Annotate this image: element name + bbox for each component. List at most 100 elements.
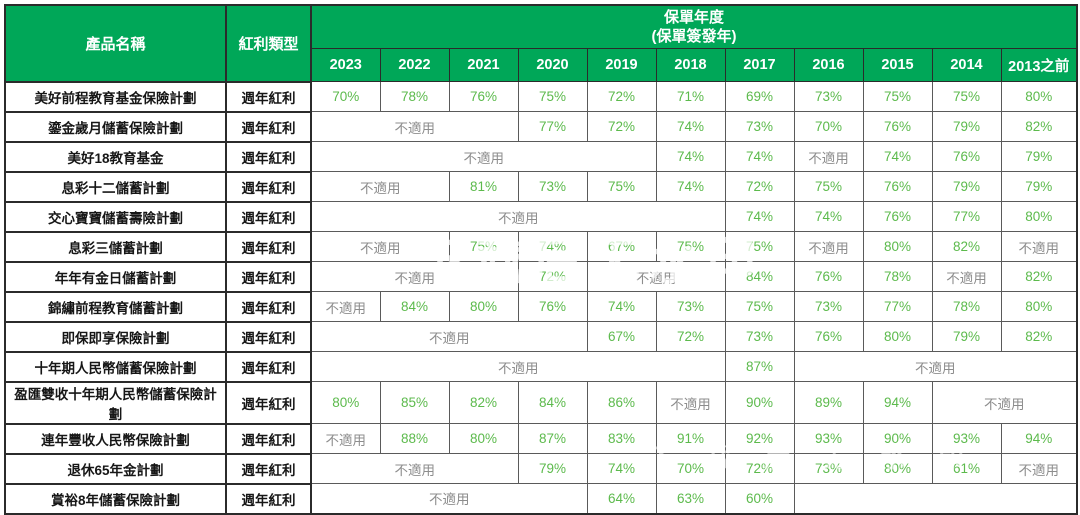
fulfillment-ratio-cell: 76% <box>448 81 519 112</box>
product-name: 退休65年金計劃 <box>4 452 227 485</box>
not-applicable-cell: 不適用 <box>310 483 588 514</box>
fulfillment-ratio-cell: 74% <box>724 201 795 232</box>
fulfillment-ratio-cell: 82% <box>1000 111 1078 142</box>
product-name: 盈匯雙收十年期人民幣儲蓄保險計劃 <box>4 380 227 425</box>
product-name: 十年期人民幣儲蓄保險計劃 <box>4 350 227 383</box>
year-header-2014: 2014 <box>931 48 1002 82</box>
dividend-type: 週年紅利 <box>225 200 312 233</box>
year-header-2021: 2021 <box>448 48 519 82</box>
fulfillment-ratio-cell: 74% <box>655 171 726 202</box>
product-name: 美好18教育基金 <box>4 140 227 173</box>
dividend-type: 週年紅利 <box>225 350 312 383</box>
fulfillment-ratio-cell: 80% <box>310 381 381 424</box>
product-name: 連年豐收人民幣保險計劃 <box>4 422 227 455</box>
fulfillment-ratio-cell: 78% <box>862 261 933 292</box>
fulfillment-ratio-cell: 82% <box>448 381 519 424</box>
fulfillment-ratio-cell: 82% <box>1000 321 1078 352</box>
product-name: 交心寶寶儲蓄壽險計劃 <box>4 200 227 233</box>
fulfillment-ratio-cell: 76% <box>931 141 1002 172</box>
fulfillment-ratio-cell: 80% <box>1000 291 1078 322</box>
fulfillment-ratio-cell: 72% <box>586 81 657 112</box>
not-applicable-cell: 不適用 <box>310 261 519 292</box>
fulfillment-ratio-cell: 93% <box>931 423 1002 454</box>
year-header-2017: 2017 <box>724 48 795 82</box>
not-applicable-cell: 不適用 <box>310 423 381 454</box>
policy-year-subtitle: (保單簽發年) <box>651 28 737 45</box>
table-row: 年年有金日儲蓄計劃 週年紅利 不適用 72% 不適用 84% 76% 78% 不適用 82% <box>4 260 1078 293</box>
fulfillment-ratio-cell: 81% <box>448 171 519 202</box>
fulfillment-ratio-cell: 76% <box>862 111 933 142</box>
not-applicable-cell: 不適用 <box>310 111 519 142</box>
dividend-fulfillment-table: 產品名稱 紅利類型 保單年度 (保單簽發年) 2023 2022 2021 2020 2… <box>4 4 1079 515</box>
dividend-type: 週年紅利 <box>225 260 312 293</box>
fulfillment-ratio-cell: 80% <box>862 453 933 484</box>
fulfillment-ratio-cell: 74% <box>655 111 726 142</box>
not-applicable-cell: 不適用 <box>655 381 726 424</box>
fulfillment-ratio-cell: 71% <box>655 81 726 112</box>
not-applicable-cell: 不適用 <box>310 171 450 202</box>
not-applicable-cell: 不適用 <box>931 261 1002 292</box>
fulfillment-ratio-cell: 73% <box>724 111 795 142</box>
fulfillment-ratio-cell: 74% <box>793 201 864 232</box>
fulfillment-ratio-cell: 88% <box>379 423 450 454</box>
fulfillment-ratio-cell: 84% <box>379 291 450 322</box>
table-body: 美好前程教育基金保險計劃 週年紅利 70% 78% 76% 75% 72% 71% 69% 73%… <box>4 80 1078 515</box>
fulfillment-ratio-cell: 76% <box>862 171 933 202</box>
fulfillment-ratio-cell: 77% <box>931 201 1002 232</box>
fulfillment-ratio-cell: 75% <box>517 81 588 112</box>
fulfillment-ratio-cell: 90% <box>724 381 795 424</box>
fulfillment-ratio-cell: 73% <box>517 171 588 202</box>
fulfillment-ratio-cell: 80% <box>862 231 933 262</box>
dividend-type: 週年紅利 <box>225 380 312 425</box>
fulfillment-ratio-cell: 73% <box>793 453 864 484</box>
year-header-2019: 2019 <box>586 48 657 82</box>
not-applicable-cell: 不適用 <box>793 231 864 262</box>
fulfillment-ratio-cell: 78% <box>931 291 1002 322</box>
fulfillment-ratio-cell: 80% <box>448 423 519 454</box>
fulfillment-ratio-cell: 84% <box>517 381 588 424</box>
product-name: 賞裕8年儲蓄保險計劃 <box>4 482 227 515</box>
fulfillment-ratio-cell: 93% <box>793 423 864 454</box>
fulfillment-ratio-cell: 82% <box>1000 261 1078 292</box>
fulfillment-ratio-cell: 75% <box>655 231 726 262</box>
fulfillment-ratio-cell: 73% <box>793 81 864 112</box>
fulfillment-ratio-cell: 87% <box>724 351 795 382</box>
dividend-type: 週年紅利 <box>225 482 312 515</box>
not-applicable-cell: 不適用 <box>793 141 864 172</box>
fulfillment-ratio-cell: 75% <box>586 171 657 202</box>
fulfillment-ratio-cell: 86% <box>586 381 657 424</box>
fulfillment-ratio-cell: 79% <box>1000 141 1078 172</box>
fulfillment-ratio-cell: 89% <box>793 381 864 424</box>
fulfillment-ratio-cell: 74% <box>586 291 657 322</box>
fulfillment-ratio-cell: 74% <box>517 231 588 262</box>
product-name: 鎏金歲月儲蓄保險計劃 <box>4 110 227 143</box>
table-row: 息彩十二儲蓄計劃 週年紅利 不適用 81% 73% 75% 74% 72% 75% 76% 79% 7… <box>4 170 1078 203</box>
table-header: 產品名稱 紅利類型 保單年度 (保單簽發年) 2023 2022 2021 2020 2… <box>4 4 1078 83</box>
not-applicable-cell: 不適用 <box>793 351 1078 382</box>
dividend-type: 週年紅利 <box>225 170 312 203</box>
fulfillment-ratio-cell: 87% <box>517 423 588 454</box>
dividend-type: 週年紅利 <box>225 140 312 173</box>
table-row: 退休65年金計劃 週年紅利 不適用 79% 74% 70% 72% 73% 80% 61% 不適用 <box>4 452 1078 485</box>
fulfillment-ratio-cell: 79% <box>1000 171 1078 202</box>
dividend-type: 週年紅利 <box>225 290 312 323</box>
fulfillment-ratio-cell: 72% <box>586 111 657 142</box>
fulfillment-ratio-cell: 72% <box>724 171 795 202</box>
fulfillment-ratio-cell: 84% <box>724 261 795 292</box>
table-row: 連年豐收人民幣保險計劃 週年紅利 不適用 88% 80% 87% 83% 91% 92% 93% 9… <box>4 422 1078 455</box>
fulfillment-ratio-cell: 80% <box>862 321 933 352</box>
fulfillment-ratio-cell: 74% <box>586 453 657 484</box>
fulfillment-ratio-cell: 79% <box>931 111 1002 142</box>
fulfillment-ratio-cell: 79% <box>517 453 588 484</box>
dividend-type: 週年紅利 <box>225 80 312 113</box>
fulfillment-ratio-cell: 91% <box>655 423 726 454</box>
fulfillment-ratio-cell: 72% <box>655 321 726 352</box>
table-row: 盈匯雙收十年期人民幣儲蓄保險計劃 週年紅利 80% 85% 82% 84% 86% 不適用 90… <box>4 380 1078 425</box>
fulfillment-ratio-cell: 76% <box>793 261 864 292</box>
year-header-2016: 2016 <box>793 48 864 82</box>
not-applicable-cell: 不適用 <box>310 201 726 232</box>
fulfillment-ratio-cell: 83% <box>586 423 657 454</box>
dividend-type: 週年紅利 <box>225 422 312 455</box>
year-header-2022: 2022 <box>379 48 450 82</box>
fulfillment-ratio-cell: 70% <box>793 111 864 142</box>
